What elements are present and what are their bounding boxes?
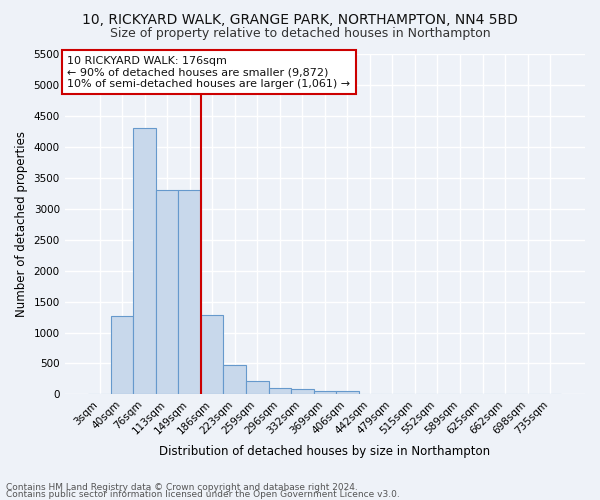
Bar <box>246 381 269 394</box>
X-axis label: Distribution of detached houses by size in Northampton: Distribution of detached houses by size … <box>159 444 490 458</box>
Text: 10 RICKYARD WALK: 176sqm
← 90% of detached houses are smaller (9,872)
10% of sem: 10 RICKYARD WALK: 176sqm ← 90% of detach… <box>67 56 350 89</box>
Text: Contains HM Land Registry data © Crown copyright and database right 2024.: Contains HM Land Registry data © Crown c… <box>6 484 358 492</box>
Bar <box>291 390 314 394</box>
Bar <box>111 316 133 394</box>
Bar <box>269 388 291 394</box>
Bar <box>314 390 336 394</box>
Bar <box>133 128 156 394</box>
Bar <box>336 390 359 394</box>
Y-axis label: Number of detached properties: Number of detached properties <box>15 131 28 317</box>
Bar <box>156 190 178 394</box>
Bar <box>201 315 223 394</box>
Bar <box>223 364 246 394</box>
Text: 10, RICKYARD WALK, GRANGE PARK, NORTHAMPTON, NN4 5BD: 10, RICKYARD WALK, GRANGE PARK, NORTHAMP… <box>82 12 518 26</box>
Text: Contains public sector information licensed under the Open Government Licence v3: Contains public sector information licen… <box>6 490 400 499</box>
Text: Size of property relative to detached houses in Northampton: Size of property relative to detached ho… <box>110 28 490 40</box>
Bar <box>178 190 201 394</box>
